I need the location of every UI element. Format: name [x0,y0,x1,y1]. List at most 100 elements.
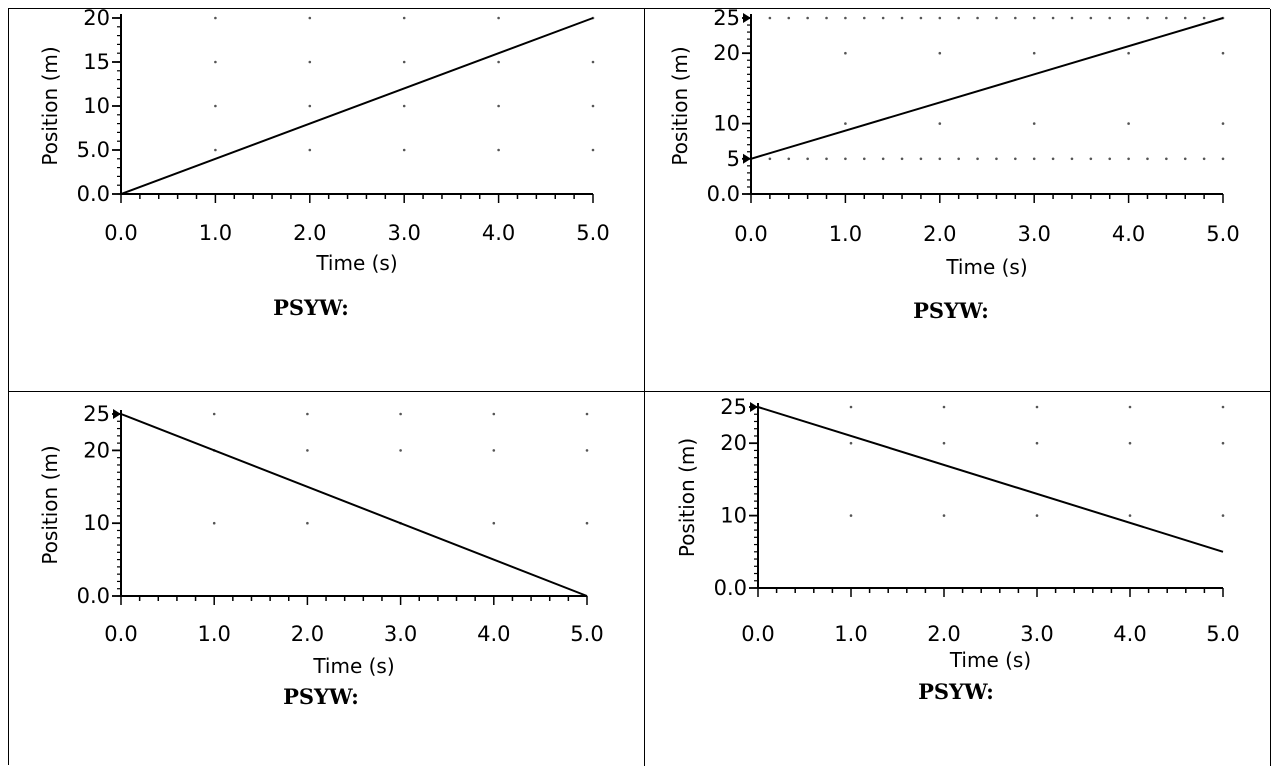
x-tick-label: 2.0 [293,221,326,245]
grid-dot [844,51,847,55]
grid-dot [1183,157,1187,161]
grid-dot [919,157,923,161]
grid-dot [212,521,216,525]
grid-dot [492,521,496,525]
grid-dot [306,521,309,525]
y-tick-label: 0.0 [707,182,740,206]
grid-dot [1165,16,1168,20]
grid-dot [787,157,791,161]
grid-dot [591,104,595,108]
grid-dot [1221,51,1225,55]
y-tick-label: 25 [713,9,740,30]
grid-dot [497,104,500,108]
psyw-label: PSYW: [283,684,359,709]
grid-dot [306,449,309,452]
grid-dot [900,16,904,20]
x-tick-label: 5.0 [570,622,603,646]
grid-dot [402,148,406,152]
x-axis-label: Time (s) [949,648,1031,672]
grid-dot [214,104,217,108]
grid-dot [1165,157,1168,161]
grid-dot [1146,157,1149,161]
grid-dot [399,449,402,452]
grid-dot [938,122,942,125]
grid-dot [957,16,960,20]
x-tick-label: 0.0 [741,622,774,646]
grid-dot [1127,122,1130,125]
y-tick-label: 25 [83,402,110,426]
y-tick-label: 15 [83,50,110,74]
y-tick-label: 10 [720,504,747,528]
y-axis-label: Position (m) [675,438,699,557]
x-tick-label: 3.0 [1017,222,1050,246]
y-tick-label: 5 [727,147,740,171]
series-line [120,413,588,597]
grid-dot [938,16,942,20]
y-tick-label: 0.0 [77,584,110,608]
y-tick-label: 25 [720,395,747,419]
grid-dot [497,60,500,64]
grid-dot [938,51,942,55]
grid-dot [308,104,312,108]
y-tick-label: 20 [83,9,110,30]
y-tick-label: 10 [83,94,110,118]
x-tick-label: 5.0 [1206,622,1239,646]
y-tick-label: 10 [83,511,110,535]
grid-dot [1127,16,1130,20]
grid-dot [1221,441,1225,445]
grid-dot [492,449,496,452]
grid-dot [1014,16,1017,20]
grid-dot [308,60,312,64]
x-tick-label: 1.0 [197,622,230,646]
grid-dot [806,16,809,20]
grid-dot [308,148,312,152]
grid-dot [1221,514,1225,517]
grid-dot [1221,157,1225,161]
x-tick-label: 4.0 [482,221,515,245]
y-tick-label: 20 [713,41,740,65]
grid-dot [306,412,309,416]
grid-dot [585,449,589,452]
grid-dot [942,514,946,517]
grid-dot [399,412,402,416]
grid-dots [212,412,589,525]
grid-dot [849,441,853,445]
axes [112,410,588,605]
graph-cell-4: 0.0 10 20 25 0.0 1.0 2.0 3.0 4.0 5.0 Time (s) Posit… [645,392,1271,766]
grid-dot [825,157,828,161]
x-axis-label: Time (s) [945,255,1027,279]
grid-dot [1032,16,1036,20]
grid-dot [402,16,406,20]
grid-dot [1014,157,1017,161]
grid-dot [942,441,946,445]
arrow-marker-icon [743,13,751,23]
graph-cell-2: 0.0 5 10 20 25 0.0 1.0 2.0 3.0 4.0 5.0 Time (s) Posi… [645,9,1271,392]
grid-dot [976,16,979,20]
grid-dot [591,60,595,64]
psyw-label: PSYW: [913,298,989,323]
grid-dot [585,521,589,525]
grid-dot [976,157,979,161]
grid-dot [1221,122,1225,125]
grid-dot [844,16,847,20]
position-time-chart: 0.0 10 20 25 0.0 1.0 2.0 3.0 4.0 5.0 Time (s) Posit… [38,402,604,709]
grid-dot [1035,514,1039,517]
x-tick-label: 2.0 [927,622,960,646]
grid-dot [768,16,772,20]
grid-dot [1146,16,1149,20]
grid-dot [862,16,866,20]
x-tick-label: 4.0 [477,622,510,646]
grid-dot [1035,405,1039,409]
y-tick-label: 10 [713,112,740,136]
grid-dot [1070,16,1074,20]
grid-dots [214,16,595,152]
x-tick-label: 3.0 [384,622,417,646]
x-tick-label: 1.0 [834,622,867,646]
position-time-chart: 0.0 10 20 25 0.0 1.0 2.0 3.0 4.0 5.0 Time (s) Posit… [675,395,1240,704]
grid-dot [844,157,847,161]
x-tick-label: 4.0 [1113,622,1146,646]
grid-dot [591,148,595,152]
x-tick-label: 5.0 [576,221,609,245]
grid-dot [1128,405,1132,409]
x-tick-label: 0.0 [734,222,767,246]
